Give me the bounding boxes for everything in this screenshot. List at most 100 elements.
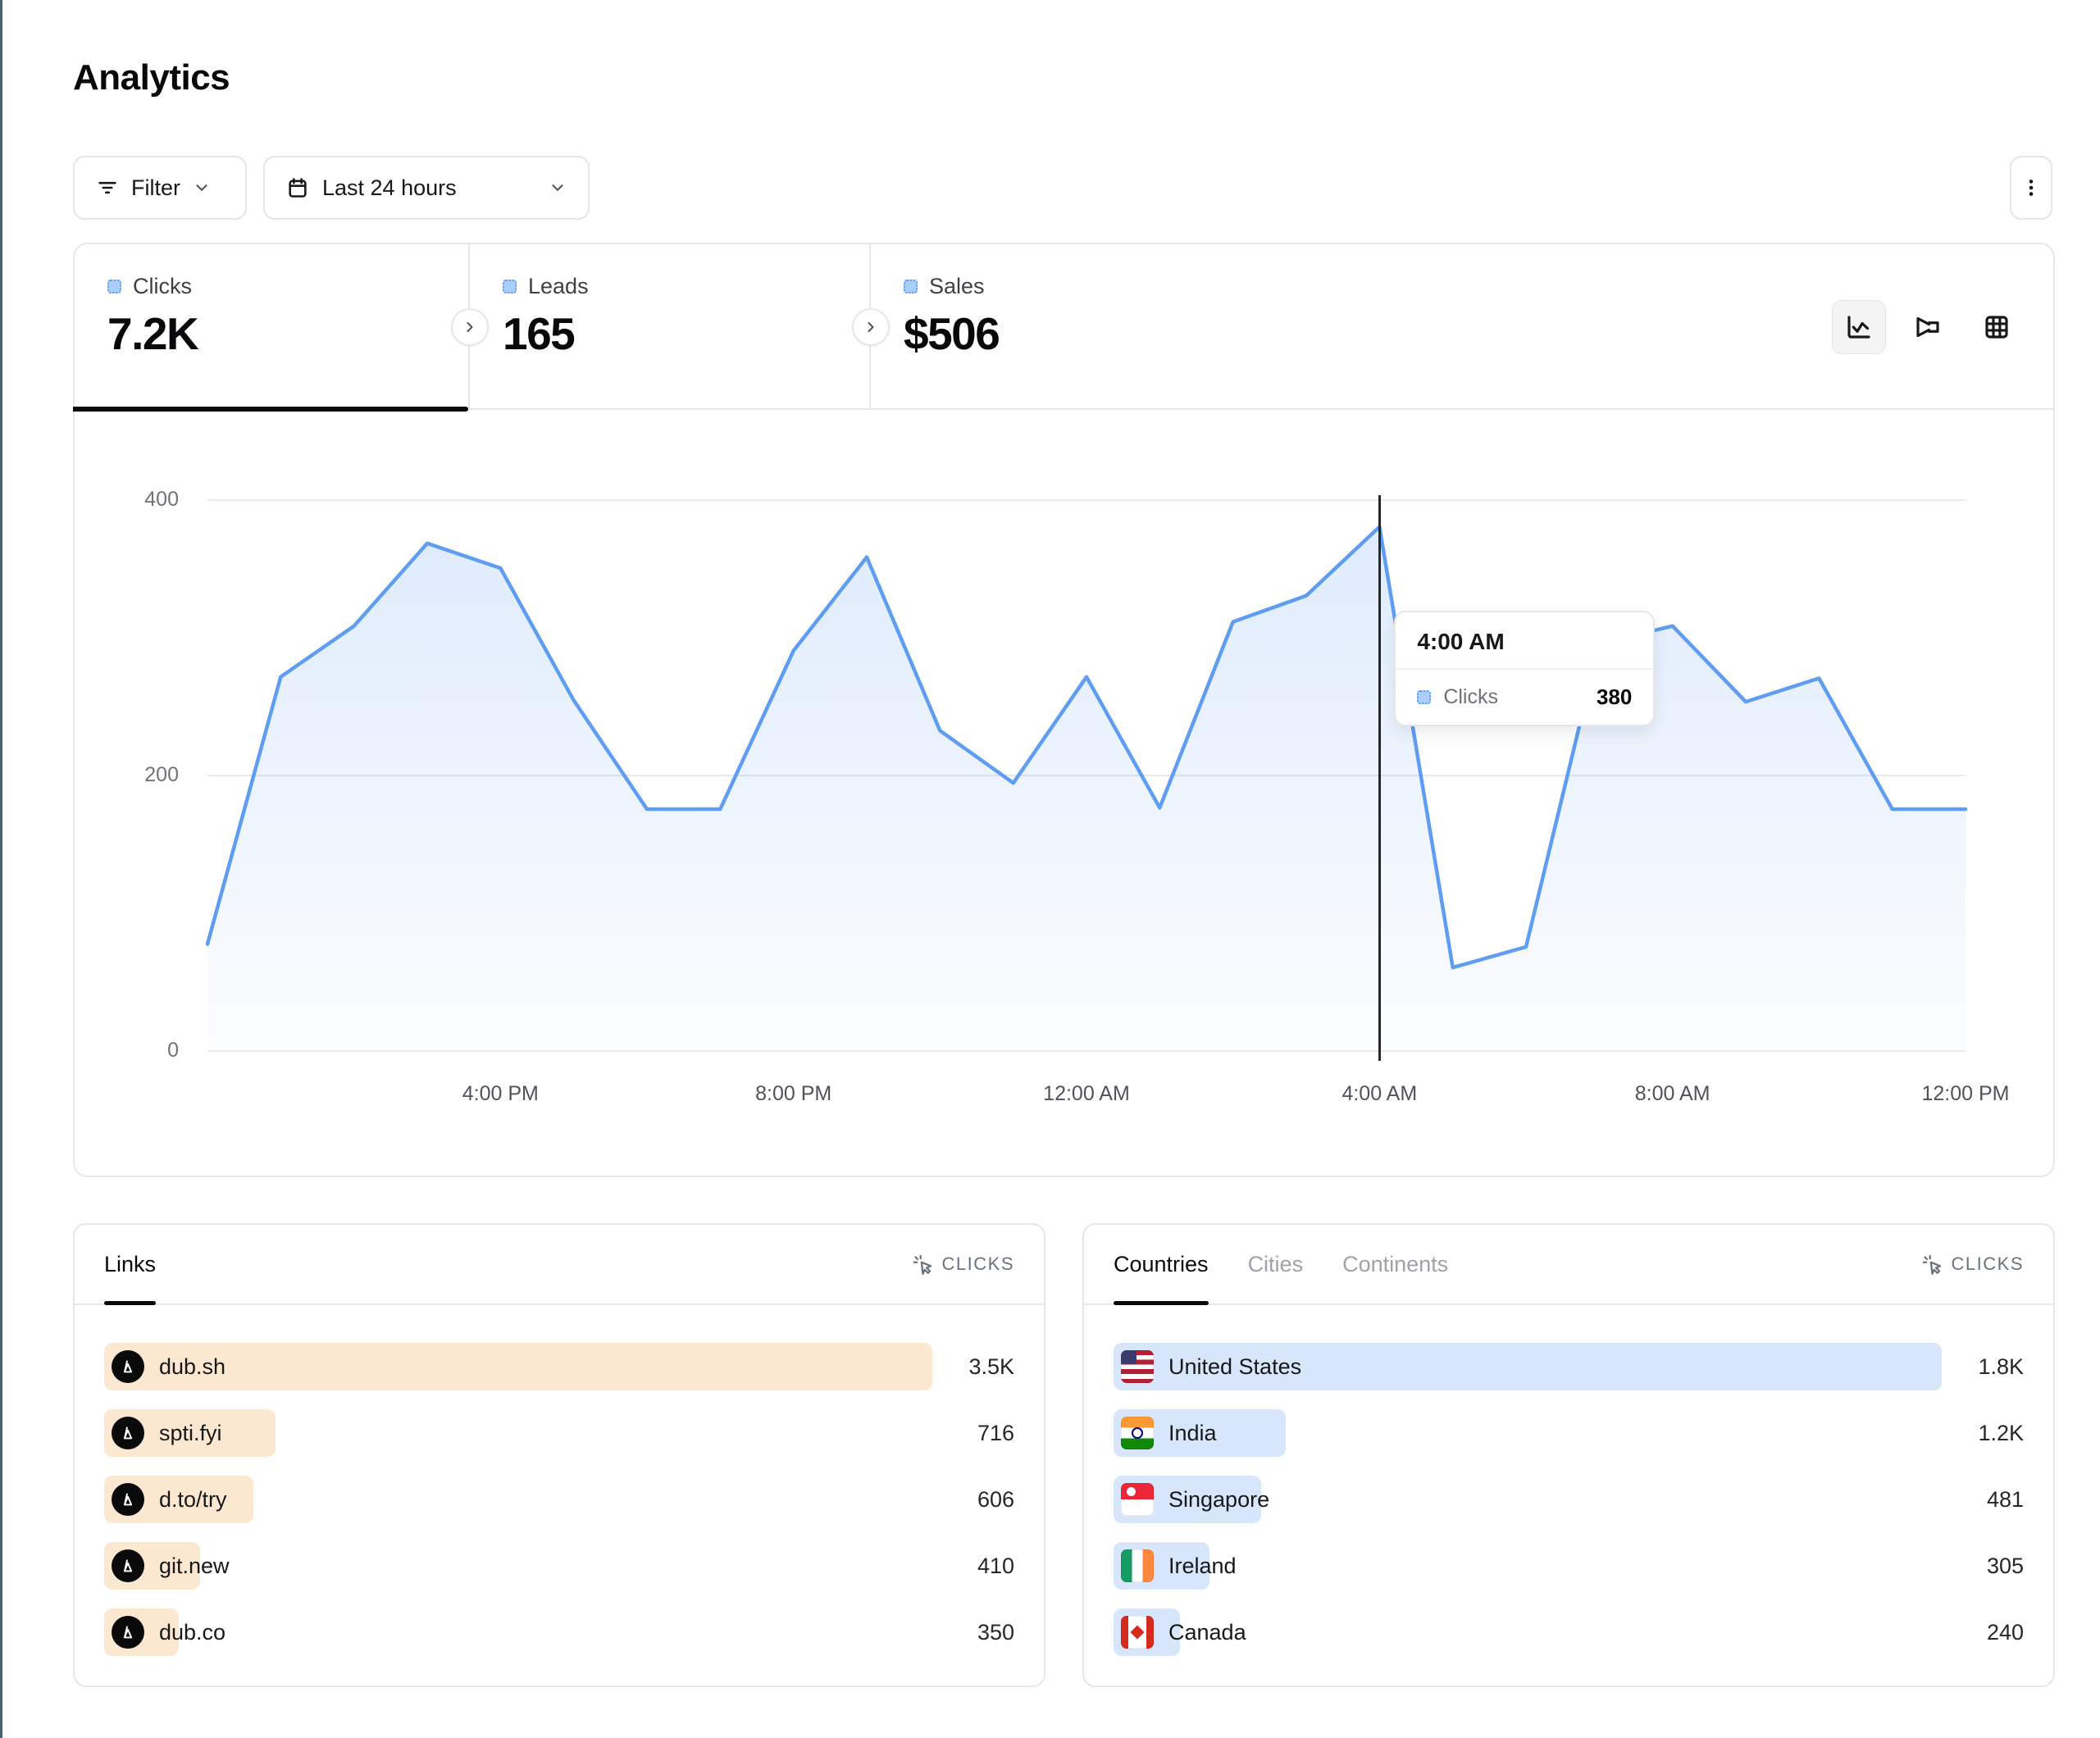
geo-panel-header: Countries Cities Continents CLICKS bbox=[1084, 1225, 2053, 1305]
country-label: United States bbox=[1168, 1354, 1302, 1379]
link-row[interactable]: spti.fyi 716 bbox=[104, 1409, 1014, 1457]
x-axis-tick-label: 4:00 AM bbox=[1342, 1082, 1418, 1105]
country-row[interactable]: India 1.2K bbox=[1114, 1409, 2024, 1457]
country-row[interactable]: Ireland 305 bbox=[1114, 1542, 2024, 1590]
links-panel: Links CLICKS bbox=[73, 1223, 1045, 1687]
dub-logo-icon bbox=[112, 1549, 144, 1582]
links-metric-label: CLICKS bbox=[941, 1253, 1014, 1274]
dub-logo-icon bbox=[112, 1417, 144, 1449]
countries-list: United States 1.8K India 1.2K bbox=[1084, 1305, 2053, 1656]
link-clicks-value: 410 bbox=[977, 1553, 1014, 1578]
link-clicks-value: 606 bbox=[977, 1486, 1014, 1512]
chart-crosshair bbox=[1378, 495, 1381, 1061]
geo-metric-label: CLICKS bbox=[1951, 1253, 2024, 1274]
table-grid-icon bbox=[1985, 316, 2008, 339]
tooltip-series-label: Clicks bbox=[1443, 685, 1498, 708]
filter-button-label: Filter bbox=[131, 175, 180, 200]
y-axis-tick-label: 400 bbox=[144, 488, 179, 511]
expand-stat-button[interactable] bbox=[852, 308, 890, 346]
y-axis-tick-label: 0 bbox=[167, 1039, 179, 1062]
country-label: Ireland bbox=[1168, 1553, 1237, 1578]
link-label: dub.sh bbox=[159, 1354, 226, 1379]
clicks-stat-value: 7.2K bbox=[107, 308, 199, 359]
x-axis-tick-label: 12:00 AM bbox=[1043, 1082, 1130, 1105]
tab-links[interactable]: Links bbox=[104, 1225, 157, 1305]
funnel-chart-icon bbox=[1916, 316, 1939, 338]
link-row[interactable]: dub.sh 3.5K bbox=[104, 1343, 1014, 1390]
country-row[interactable]: United States 1.8K bbox=[1114, 1343, 2024, 1390]
tab-countries[interactable]: Countries bbox=[1114, 1225, 1209, 1305]
country-clicks-value: 1.8K bbox=[1978, 1354, 2024, 1379]
calendar-icon bbox=[289, 178, 307, 198]
date-range-left: Last 24 hours bbox=[286, 175, 457, 201]
stat-tab-sales[interactable]: Sales $506 bbox=[871, 244, 2053, 408]
country-clicks-value: 1.2K bbox=[1978, 1420, 2024, 1445]
date-range-button[interactable]: Last 24 hours bbox=[263, 156, 590, 220]
filter-icon bbox=[98, 181, 116, 194]
flag-ireland-icon bbox=[1121, 1549, 1154, 1582]
sales-stat-value: $506 bbox=[904, 308, 1000, 359]
stats-row: Clicks 7.2K Leads 165 Sales $506 bbox=[73, 244, 2053, 412]
links-metric-toggle[interactable]: CLICKS bbox=[912, 1253, 1014, 1276]
flag-canada-icon bbox=[1121, 1616, 1154, 1649]
chevron-right-icon bbox=[467, 322, 473, 332]
stat-tab-leads[interactable]: Leads 165 bbox=[470, 244, 871, 408]
date-range-label: Last 24 hours bbox=[322, 175, 457, 200]
leads-stat-label: Leads bbox=[528, 274, 589, 298]
country-clicks-value: 240 bbox=[1986, 1619, 2024, 1645]
clicks-line-series bbox=[205, 525, 1968, 970]
chart-type-switcher bbox=[1832, 300, 2024, 354]
clicks-stat-label: Clicks bbox=[133, 274, 192, 298]
leads-stat-value: 165 bbox=[503, 308, 576, 359]
country-clicks-value: 481 bbox=[1986, 1486, 2024, 1512]
country-clicks-value: 305 bbox=[1986, 1553, 2024, 1578]
chart-plot-area[interactable] bbox=[205, 499, 1968, 1050]
gridline-400 bbox=[207, 499, 1966, 501]
clicks-legend-swatch bbox=[1417, 690, 1432, 704]
clicks-legend-swatch bbox=[107, 280, 121, 293]
country-label: Singapore bbox=[1168, 1486, 1270, 1512]
expand-stat-button[interactable] bbox=[451, 308, 489, 346]
kebab-menu-icon bbox=[2029, 180, 2034, 196]
y-axis-tick-label: 200 bbox=[144, 763, 179, 786]
cursor-click-icon bbox=[913, 1254, 932, 1275]
country-label: Canada bbox=[1168, 1619, 1246, 1645]
chart-tooltip: 4:00 AM Clicks 380 bbox=[1394, 611, 1656, 726]
flag-india-icon bbox=[1121, 1417, 1154, 1449]
line-chart-view-button[interactable] bbox=[1832, 300, 1886, 354]
sales-stat-label: Sales bbox=[929, 274, 985, 298]
flag-singapore-icon bbox=[1121, 1483, 1154, 1516]
x-axis-tick-label: 8:00 PM bbox=[755, 1082, 832, 1105]
geo-metric-toggle[interactable]: CLICKS bbox=[1921, 1253, 2024, 1276]
cursor-click-icon bbox=[1922, 1254, 1941, 1275]
link-label: d.to/try bbox=[159, 1486, 227, 1512]
page-title: Analytics bbox=[73, 57, 230, 98]
tooltip-series-value: 380 bbox=[1596, 685, 1633, 709]
tab-cities[interactable]: Cities bbox=[1247, 1251, 1304, 1276]
funnel-chart-view-button[interactable] bbox=[1901, 300, 1955, 354]
link-label: dub.co bbox=[159, 1619, 226, 1645]
leads-stat-header: Leads bbox=[503, 274, 869, 299]
stat-tab-clicks[interactable]: Clicks 7.2K bbox=[73, 244, 470, 412]
links-list: dub.sh 3.5K spti.fyi 716 bbox=[75, 1305, 1044, 1656]
more-menu-button[interactable] bbox=[2010, 156, 2052, 220]
link-row[interactable]: git.new 410 bbox=[104, 1542, 1014, 1590]
x-axis-tick-label: 8:00 AM bbox=[1634, 1082, 1711, 1105]
filter-button[interactable]: Filter bbox=[73, 156, 247, 220]
country-bar bbox=[1114, 1343, 1942, 1390]
link-row[interactable]: d.to/try 606 bbox=[104, 1476, 1014, 1523]
country-label: India bbox=[1168, 1420, 1217, 1445]
country-row[interactable]: Canada 240 bbox=[1114, 1608, 2024, 1656]
leads-legend-swatch bbox=[503, 280, 517, 293]
clicks-chart[interactable]: 400 200 0 4:00 PM 8:00 PM 12:00 AM 4:00 AM 8… bbox=[75, 410, 2053, 1176]
geo-panel: Countries Cities Continents CLICKS bbox=[1082, 1223, 2055, 1687]
sales-legend-swatch bbox=[904, 280, 918, 293]
country-row[interactable]: Singapore 481 bbox=[1114, 1476, 2024, 1523]
sales-stat-header: Sales bbox=[904, 274, 2053, 299]
links-panel-header: Links CLICKS bbox=[75, 1225, 1044, 1305]
link-row[interactable]: dub.co 350 bbox=[104, 1608, 1014, 1656]
tab-continents[interactable]: Continents bbox=[1342, 1251, 1449, 1276]
table-view-button[interactable] bbox=[1970, 300, 2024, 354]
chevron-down-icon bbox=[552, 184, 563, 191]
